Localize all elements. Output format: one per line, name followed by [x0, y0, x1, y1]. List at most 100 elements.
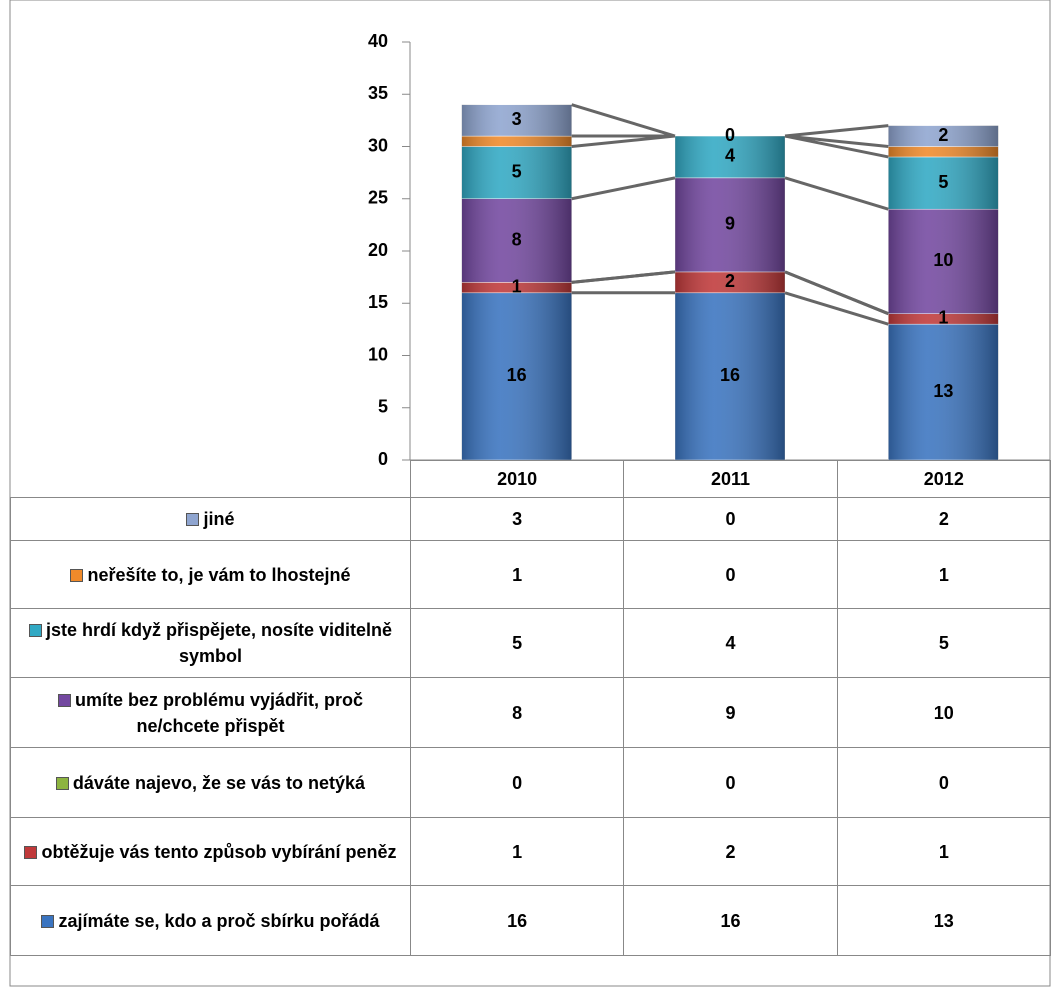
legend-entry: dáváte najevo, že se vás to netýká [55, 770, 366, 796]
table-cell: 2 [623, 817, 838, 886]
bar-shade [888, 125, 999, 147]
data-label: 5 [512, 161, 522, 181]
legend-entry: jiné [186, 506, 235, 532]
bar-shade [888, 313, 999, 325]
bar-shade [461, 292, 572, 460]
table-cell: 5 [836, 608, 1051, 678]
data-label: 1 [512, 276, 522, 296]
table-cell: 5 [410, 608, 625, 678]
y-tick-label: 5 [378, 397, 388, 417]
bar-shade [461, 146, 572, 199]
table-cell: 1 [836, 817, 1051, 886]
series-line [784, 134, 889, 159]
y-tick-label: 25 [368, 188, 388, 208]
series-line [784, 124, 889, 138]
table-cell: 8 [410, 677, 625, 748]
y-tick-label: 15 [368, 292, 388, 312]
table-row-label: neřešíte to, je vám to lhostejné [10, 540, 411, 609]
table-header: 2010 [410, 460, 625, 498]
data-label: 2 [725, 271, 735, 291]
legend-key [186, 513, 200, 526]
table-cell: 0 [623, 747, 838, 818]
series-line [784, 270, 889, 316]
table-row-label: dáváte najevo, že se vás to netýká [10, 747, 411, 818]
data-label: 4 [725, 146, 735, 166]
data-label: 0 [725, 125, 735, 145]
table-row-label: jste hrdí když přispějete, nosíte vidite… [10, 608, 411, 678]
data-label: 9 [725, 214, 735, 234]
y-tick-label: 35 [368, 83, 388, 103]
legend-label: zajímáte se, kdo a proč sbírku pořádá [58, 910, 380, 931]
bar-shade [461, 136, 572, 147]
data-label: 8 [512, 229, 522, 249]
series-line [571, 270, 676, 284]
table-cell: 0 [623, 497, 838, 541]
table-header: 2011 [623, 460, 838, 498]
legend-entry: jste hrdí když přispějete, nosíte vidite… [21, 617, 400, 669]
series-line [571, 176, 676, 201]
table-cell: 1 [836, 540, 1051, 609]
legend-entry: umíte bez problému vyjádřit, proč ne/chc… [21, 687, 400, 739]
table-cell: 1 [410, 540, 625, 609]
legend-key [41, 914, 55, 928]
y-tick-label: 20 [368, 240, 388, 260]
bar-shade [675, 292, 785, 460]
legend-label: neřešíte to, je vám to lhostejné [87, 564, 351, 585]
legend-key [70, 568, 84, 582]
table-cell: 3 [410, 497, 625, 541]
table-header: 2012 [836, 460, 1051, 498]
data-label: 13 [933, 381, 953, 401]
table-cell: 0 [410, 747, 625, 818]
series-line [571, 134, 676, 148]
data-label: 3 [512, 109, 522, 129]
legend-label: obtěžuje vás tento způsob vybírání peněz [41, 841, 397, 862]
data-label: 16 [720, 365, 740, 385]
bar-shade [675, 271, 785, 293]
table-cell: 9 [623, 677, 838, 748]
legend-label: dáváte najevo, že se vás to netýká [72, 772, 366, 793]
y-tick-label: 0 [378, 449, 388, 469]
table-row-label: jiné [10, 497, 411, 541]
series-line [571, 103, 676, 138]
legend-entry: obtěžuje vás tento způsob vybírání peněz [24, 839, 397, 865]
legend-entry: neřešíte to, je vám to lhostejné [70, 562, 351, 588]
table-cell: 4 [623, 608, 838, 678]
bar-shade [888, 156, 999, 210]
bar-shade [888, 324, 999, 460]
data-label: 1 [938, 308, 948, 328]
table-cell: 13 [836, 885, 1051, 956]
legend-key [24, 845, 38, 859]
table-cell: 1 [410, 817, 625, 886]
data-label: 5 [938, 172, 948, 192]
table-cell: 16 [623, 885, 838, 956]
table-row-label: obtěžuje vás tento způsob vybírání peněz [10, 817, 411, 886]
data-label: 2 [938, 125, 948, 145]
series-line [784, 176, 889, 211]
table-cell: 0 [623, 540, 838, 609]
y-tick-label: 30 [368, 135, 388, 155]
legend-key [55, 776, 69, 790]
table-cell: 10 [836, 677, 1051, 748]
legend-label: jiné [203, 509, 235, 529]
table-cell: 16 [410, 885, 625, 956]
bar-shade [675, 177, 785, 272]
y-tick-label: 40 [368, 31, 388, 51]
bar-shade [888, 209, 999, 314]
legend-label: jste hrdí když přispějete, nosíte vidite… [45, 620, 393, 666]
table-row-label: umíte bez problému vyjádřit, proč ne/chc… [10, 677, 411, 748]
table-cell: 0 [836, 747, 1051, 818]
bar-shade [461, 104, 572, 137]
series-line [784, 134, 889, 148]
bar-shade [675, 136, 785, 178]
y-tick-label: 10 [368, 344, 388, 364]
series-line [784, 291, 889, 326]
legend-entry: zajímáte se, kdo a proč sbírku pořádá [41, 908, 380, 934]
table-row-label: zajímáte se, kdo a proč sbírku pořádá [10, 885, 411, 956]
data-label: 10 [933, 250, 953, 270]
bar-shade [461, 198, 572, 283]
data-label: 16 [507, 365, 527, 385]
bar-shade [461, 282, 572, 293]
table-cell: 2 [836, 497, 1051, 541]
